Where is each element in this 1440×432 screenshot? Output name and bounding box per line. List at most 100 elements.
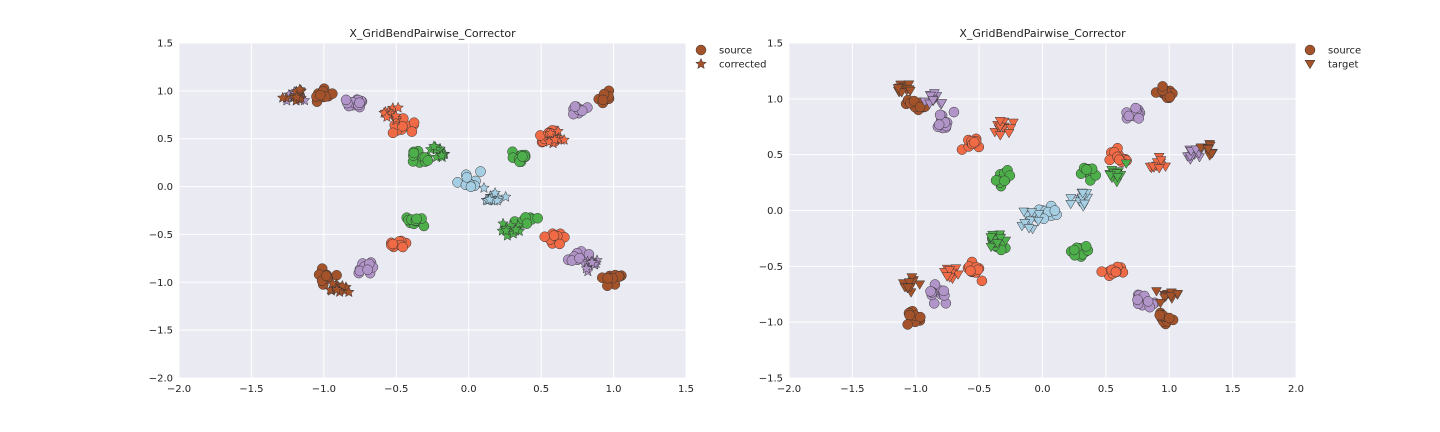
data-point-source (915, 311, 926, 323)
x-tick-label: 0.0 (461, 384, 477, 395)
points-layer (892, 80, 1218, 330)
data-point-source (902, 319, 913, 330)
legend-marker-source (695, 44, 707, 56)
data-point-source (1157, 81, 1168, 92)
legend-label-source: source (1328, 46, 1361, 57)
scatter-panel-right: −2.0 −1.5 −1.0 −0.5 0.0 0.5 1.0 1.5 2.0−1.5−1.0−… (759, 27, 1362, 395)
data-point-source (968, 137, 980, 148)
data-point-target (1159, 293, 1171, 303)
legend-label-corrected: corrected (719, 60, 767, 71)
data-point-source (933, 119, 945, 130)
data-point-corrected (544, 127, 557, 139)
data-point-source (1096, 266, 1107, 277)
data-point-corrected (510, 223, 522, 235)
data-point-source (948, 106, 960, 118)
y-tick-label: −2.0 (149, 374, 173, 385)
data-point-target (1065, 200, 1077, 210)
data-point-source (397, 241, 409, 253)
data-point-target (904, 86, 916, 97)
data-point-source (965, 265, 976, 277)
x-tick-label: −2.0 (167, 384, 191, 395)
data-point-source (1081, 164, 1092, 175)
data-point-source (1130, 102, 1141, 114)
data-point-target (936, 99, 948, 109)
data-point-source (422, 155, 434, 166)
x-tick-label: −2.0 (777, 384, 801, 395)
data-point-target (1026, 208, 1038, 218)
data-point-source (934, 109, 946, 121)
data-point-source (539, 231, 550, 243)
y-tick-label: −1.5 (149, 326, 173, 337)
data-point-target (994, 117, 1006, 127)
y-tick-label: 0.0 (157, 182, 173, 193)
data-point-source (1123, 110, 1135, 122)
data-point-target (952, 270, 964, 280)
data-point-source (1133, 113, 1144, 124)
x-tick-label: 0.0 (1035, 384, 1051, 395)
data-point-source (340, 94, 352, 106)
data-point-corrected (290, 91, 303, 103)
x-tick-label: −1.5 (239, 384, 263, 395)
y-tick-label: 0.5 (767, 150, 783, 161)
y-tick-label: 1.0 (767, 94, 783, 105)
y-tick-label: 1.5 (767, 39, 783, 50)
data-point-corrected (381, 110, 393, 123)
data-point-target (1000, 236, 1012, 246)
data-point-corrected (389, 109, 402, 121)
data-point-source (387, 238, 399, 250)
y-tick-label: −1.0 (759, 318, 783, 329)
data-point-source (475, 166, 486, 177)
data-point-target (1165, 292, 1177, 302)
data-point-target (1003, 129, 1015, 139)
data-point-target (1151, 287, 1162, 297)
data-point-target (927, 96, 939, 106)
data-point-target (1019, 219, 1031, 229)
data-point-corrected (428, 140, 440, 152)
data-point-target (925, 91, 937, 102)
y-tick-label: −1.0 (149, 278, 173, 289)
data-point-corrected (500, 224, 512, 236)
data-point-source (914, 101, 926, 113)
scatter-panel-left: −2.0 −1.5 −1.0 −0.5 0.0 0.5 1.0 1.5 −2.0 −1.5 −1.0… (149, 27, 767, 395)
data-point-source (554, 238, 565, 250)
data-point-target (903, 278, 915, 288)
data-point-source (925, 286, 936, 297)
data-point-source (354, 97, 365, 108)
data-point-source (397, 121, 408, 132)
legend-marker-source (1304, 44, 1316, 56)
data-point-target (1007, 118, 1019, 129)
data-point-source (976, 275, 988, 287)
x-tick-label: −0.5 (384, 384, 408, 395)
data-point-source (406, 126, 418, 137)
x-tick-label: 1.5 (1225, 384, 1241, 395)
data-point-source (517, 151, 528, 162)
x-tick-label: −1.0 (904, 384, 928, 395)
data-point-target (995, 233, 1007, 244)
data-point-target (1005, 124, 1017, 134)
data-point-corrected (489, 186, 501, 199)
data-point-target (985, 233, 997, 243)
x-tick-label: 0.5 (1098, 384, 1114, 395)
data-point-target (1032, 216, 1044, 227)
data-point-source (1132, 294, 1143, 306)
data-point-target (1065, 194, 1077, 204)
data-point-source (574, 252, 585, 264)
data-point-source (938, 285, 950, 297)
data-point-source (411, 213, 422, 225)
y-tick-label: 1.5 (157, 39, 173, 50)
data-point-source (1154, 309, 1165, 321)
legend-marker-corrected (695, 57, 707, 69)
data-point-target (892, 84, 904, 94)
data-point-target (1202, 145, 1214, 155)
chart-title: X_GridBendPairwise_Corrector (349, 27, 516, 40)
data-point-target (1172, 289, 1184, 300)
data-point-corrected (392, 101, 404, 113)
y-tick-label: 0.5 (157, 134, 173, 145)
data-point-source (465, 181, 477, 192)
x-tick-label: 2.0 (1288, 384, 1304, 395)
y-tick-label: −1.5 (759, 374, 783, 385)
x-tick-label: 0.5 (533, 384, 549, 395)
data-point-source (315, 89, 326, 101)
data-point-target (1155, 156, 1167, 166)
